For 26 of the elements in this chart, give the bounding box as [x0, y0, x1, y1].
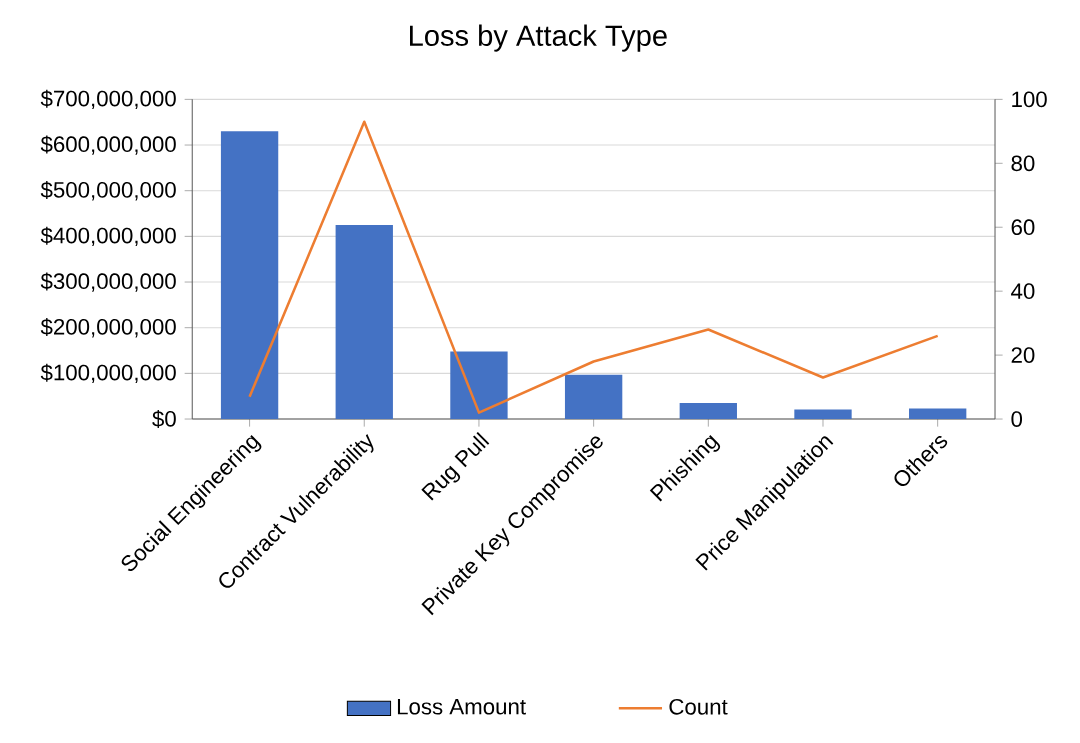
chart-title: Loss by Attack Type — [410, 24, 667, 52]
y-tick-label: $600,000,000 — [40, 135, 176, 155]
y-tick-label: $400,000,000 — [40, 226, 176, 247]
bar — [450, 351, 508, 420]
y-tick-label: $200,000,000 — [40, 318, 176, 338]
bar — [794, 409, 852, 420]
y2-tick-label: 40 — [1011, 283, 1035, 300]
bar — [679, 403, 737, 420]
bar — [335, 224, 393, 420]
y2-tick-label: 0 — [1011, 411, 1023, 427]
y-tick-label: $100,000,000 — [40, 363, 176, 384]
bar — [220, 131, 279, 420]
line-series — [248, 120, 939, 414]
y2-tick-label: 100 — [1012, 91, 1047, 108]
legend-label: Count — [669, 698, 728, 715]
bar — [564, 374, 623, 420]
legend-label: Loss Amount — [397, 699, 526, 715]
y2-tick-label: 80 — [1011, 155, 1035, 172]
y-tick-label: $700,000,000 — [40, 89, 176, 110]
y2-tick-label: 20 — [1011, 347, 1035, 363]
bar — [909, 408, 967, 420]
y-tick-label: $300,000,000 — [40, 272, 176, 292]
y-tick-label: $0 — [152, 410, 176, 429]
x-tick-label: Rug Pull — [421, 431, 490, 501]
y-tick-label: $500,000,000 — [40, 181, 176, 201]
y2-tick-label: 60 — [1011, 219, 1035, 236]
